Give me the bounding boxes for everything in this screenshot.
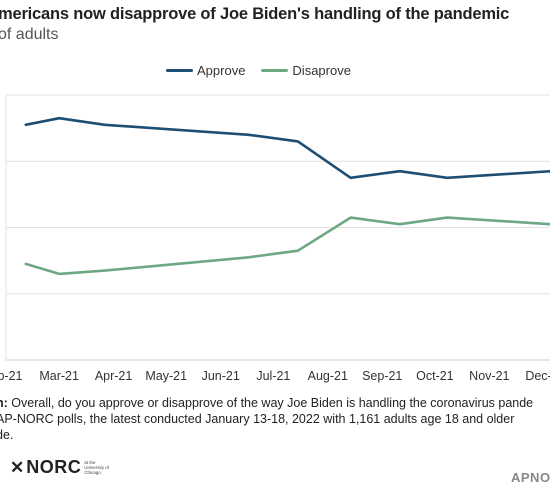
series-line-disapprove [24,216,550,276]
norc-logo-name: NORC [26,457,82,477]
apnorc-credit: APNORC [511,470,550,485]
norc-logo-mark-icon: ✕ [10,457,25,477]
legend-item-approve: Approve [166,63,245,78]
x-tick-label: Aug-21 [308,369,348,383]
footnote-source-line-2: de. [0,428,14,442]
footnote-source-line: AP-NORC polls, the latest conducted Janu… [0,412,515,426]
footnote-question-label: n: [0,396,8,410]
x-tick-label: Oct-21 [416,369,454,383]
legend-label-approve: Approve [197,63,246,78]
legend-label-disapprove: Disaprove [292,63,351,78]
footnote-question-text: Overall, do you approve or disapprove of… [7,396,534,410]
chart-title: mericans now disapprove of Joe Biden's h… [0,5,510,23]
x-tick-label: Apr-21 [95,369,133,383]
footnote: n: Overall, do you approve or disapprove… [0,395,550,443]
line-chart: b-21 Mar-21 Apr-21 May-21 Jun-21 Jul-21 Aug-21… [0,94,550,383]
series-line-approve [24,116,550,180]
footnote-question-line: n: Overall, do you approve or disapprove… [0,395,550,411]
chart-legend: Approve Disaprove [166,63,367,78]
x-tick-label: Jun-21 [202,369,240,383]
legend-swatch-approve [166,69,193,72]
x-tick-label: Dec-2 [525,369,550,383]
x-tick-label: Sep-21 [362,369,402,383]
norc-logo: ✕ NORC at the University of Chicago [10,457,114,478]
legend-swatch-disapprove [261,69,289,72]
x-tick-label: Jul-21 [256,369,290,383]
x-tick-label: Nov-21 [469,369,509,383]
chart-subtitle: of adults [0,26,59,43]
x-tick-label: Mar-21 [39,369,79,383]
x-tick-label: May-21 [145,369,187,383]
x-tick-label: b-21 [0,369,23,383]
legend-item-disapprove: Disaprove [261,63,351,78]
norc-logo-subtext: at the University of Chicago [84,460,110,475]
